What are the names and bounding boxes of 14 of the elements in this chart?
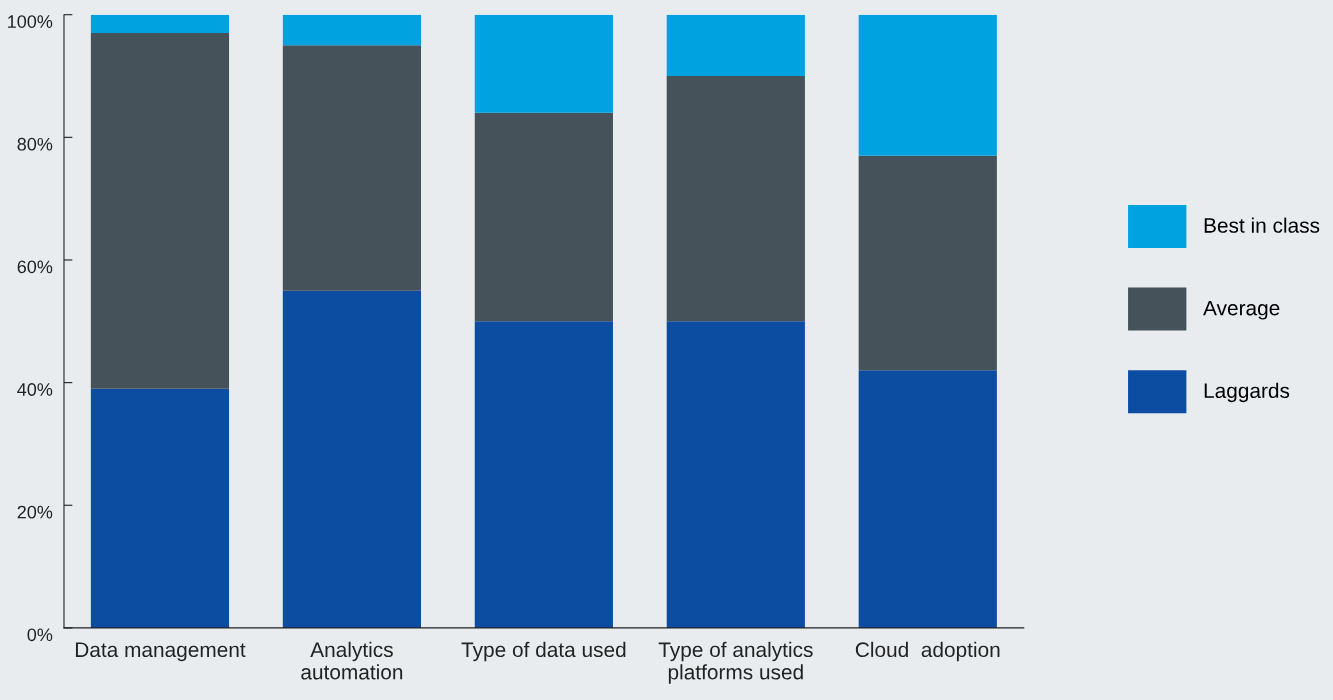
y-tick-label: 80% [17,137,53,151]
y-tick-label: 0% [27,628,53,642]
y-tick-label: 60% [17,260,53,274]
legend-label: Laggards [1204,382,1290,403]
x-tick-label: Type of data used [461,641,626,662]
x-tick-label: Type of analytics platforms used [658,641,813,684]
legend-label: Average [1203,300,1280,320]
x-tick-label: Data management [75,642,246,662]
y-tick-label: 20% [17,505,53,519]
x-tick-label: Analytics automation [301,641,403,680]
x-tick-label: Cloud adoption [855,641,1000,662]
y-tick-label: 40% [17,383,53,396]
legend-label: Best in class [1204,217,1320,233]
y-tick-label: 100% [8,15,53,28]
